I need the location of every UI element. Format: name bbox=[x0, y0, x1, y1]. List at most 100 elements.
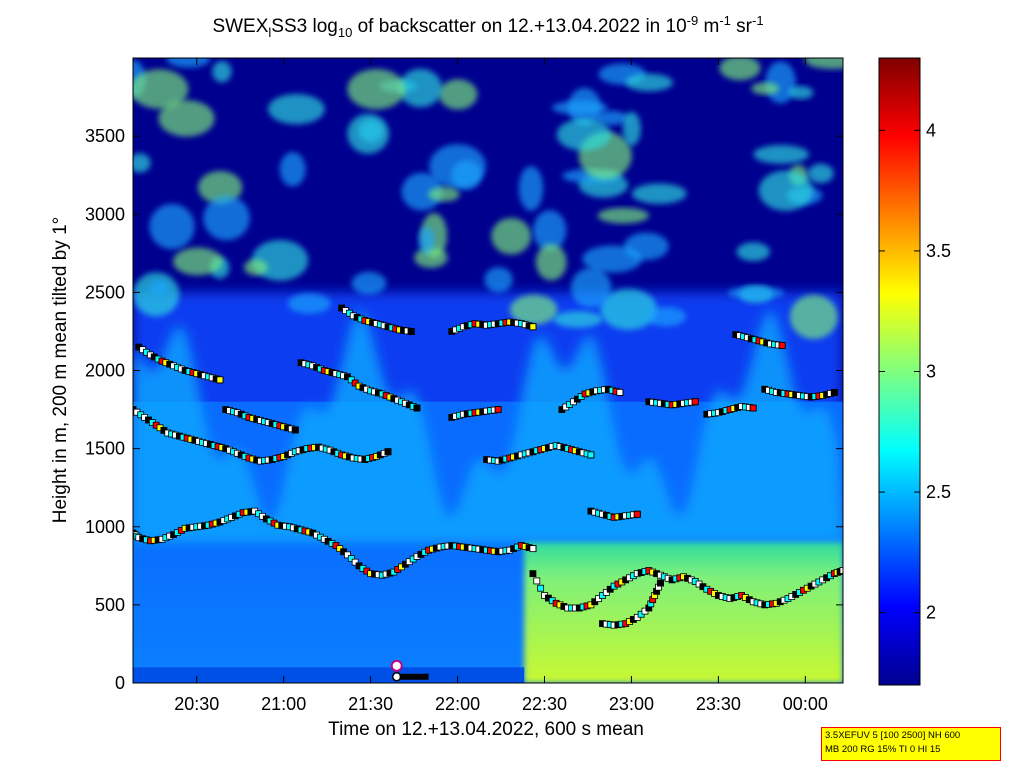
heat-cloud-patch bbox=[807, 163, 834, 184]
x-tick-label: 20:30 bbox=[174, 694, 219, 714]
y-axis: 0 500 1000 1500 2000 2500 3000 3500 bbox=[85, 126, 843, 693]
heat-cloud-patch bbox=[719, 58, 761, 81]
x-tick-label: 21:30 bbox=[348, 694, 393, 714]
x-tick-label: 23:00 bbox=[609, 694, 654, 714]
upper-layer-marker bbox=[216, 376, 224, 384]
x-tick-label: 22:30 bbox=[522, 694, 567, 714]
residual-layer-marker bbox=[839, 567, 843, 574]
heat-cloud-patch bbox=[553, 311, 603, 328]
heat-cloud-patch bbox=[203, 195, 250, 241]
heat-cloud-patch bbox=[158, 100, 215, 137]
y-tick-label: 2500 bbox=[85, 282, 125, 302]
heat-cloud-patch bbox=[491, 217, 532, 255]
y-tick-label: 0 bbox=[115, 673, 125, 693]
upper-layer-marker bbox=[830, 388, 838, 396]
x-axis-label: Time on 12.+13.04.2022, 600 s mean bbox=[328, 719, 644, 740]
heat-cloud-patch bbox=[287, 293, 331, 314]
x-axis: 20:30 21:00 21:30 22:00 22:30 23:00 23:30 00:00 bbox=[174, 58, 828, 714]
x-tick-label: 21:00 bbox=[261, 694, 306, 714]
x-tick-label: 22:00 bbox=[435, 694, 480, 714]
heat-ground-strip bbox=[133, 667, 525, 683]
y-tick-label: 2000 bbox=[85, 361, 125, 381]
heat-cloud-patch bbox=[133, 69, 189, 109]
heat-cloud-patch bbox=[484, 267, 513, 293]
info-line-1: 3.5XEFUV 5 [100 2500] NH 600 bbox=[825, 730, 961, 741]
heat-cloud-patch bbox=[428, 186, 460, 202]
heat-cloud-patch bbox=[751, 82, 780, 95]
upper-layer-marker bbox=[407, 328, 415, 335]
mixing-layer-marker bbox=[351, 558, 359, 566]
heat-cloud-patch bbox=[758, 170, 813, 211]
heat-cloud-patch bbox=[600, 288, 657, 330]
heat-cloud-patch bbox=[198, 170, 243, 204]
upper-layer-marker bbox=[529, 323, 537, 331]
upper-layer-marker bbox=[616, 388, 624, 396]
heat-cloud-patch bbox=[597, 207, 650, 224]
heat-cloud-patch bbox=[398, 68, 443, 108]
info-line-2: MB 200 RG 15% TI 0 HI 15 bbox=[825, 744, 941, 755]
heat-cloud-patch bbox=[418, 226, 435, 254]
y-axis-label: Height in m, 200 m mean tilted by 1° bbox=[50, 217, 71, 523]
heat-cloud-patch bbox=[552, 100, 608, 115]
heat-cloud-patch bbox=[173, 247, 223, 276]
colorbar-tick-label: 2 bbox=[926, 603, 936, 623]
colorbar-tick-label: 4 bbox=[926, 120, 936, 140]
heat-cloud-patch bbox=[631, 183, 687, 204]
mixing-layer-marker bbox=[344, 551, 351, 559]
residual-layer-marker bbox=[533, 577, 541, 585]
heat-cloud-patch bbox=[351, 271, 387, 295]
heat-cloud-patch bbox=[533, 210, 567, 251]
heat-cloud-patch bbox=[788, 86, 814, 100]
heat-cloud-patch bbox=[804, 58, 843, 70]
upper-layer-marker bbox=[691, 398, 699, 406]
x-tick-label: 23:30 bbox=[696, 694, 741, 714]
plot-area bbox=[133, 58, 843, 683]
colorbar-ticks: 2 2.5 3 3.5 4 bbox=[879, 120, 951, 623]
heat-cyan-band bbox=[133, 308, 843, 543]
heat-cloud-patch bbox=[438, 79, 478, 110]
colorbar-tick-label: 2.5 bbox=[926, 482, 951, 502]
colorbar-tick-label: 3.5 bbox=[926, 241, 951, 261]
x-tick-label: 00:00 bbox=[783, 694, 828, 714]
heat-cloud-patch bbox=[243, 259, 268, 276]
heat-cloud-patch bbox=[570, 267, 612, 308]
heat-cloud-patch bbox=[149, 203, 195, 250]
upper-layer-marker bbox=[778, 342, 786, 349]
heat-cloud-patch bbox=[510, 294, 558, 325]
ground-marker-circle bbox=[390, 659, 403, 672]
upper-layer-marker bbox=[384, 448, 392, 456]
heat-cloud-patch bbox=[753, 145, 810, 164]
ground-marker-bar bbox=[399, 673, 429, 680]
heat-cloud-patch bbox=[451, 160, 482, 190]
heat-cloud-patch bbox=[347, 113, 390, 154]
residual-layer-marker bbox=[529, 570, 537, 578]
second-layer-marker bbox=[657, 579, 664, 587]
mixing-layer-marker bbox=[347, 555, 355, 562]
heat-cloud-patch bbox=[789, 294, 838, 340]
heat-cloud-patch bbox=[166, 58, 211, 68]
residual-layer-marker bbox=[537, 584, 545, 592]
colorbar-tick-label: 3 bbox=[926, 362, 936, 382]
heat-cloud-patch bbox=[765, 61, 796, 104]
y-tick-label: 500 bbox=[95, 595, 125, 615]
upper-layer-marker bbox=[633, 510, 641, 518]
heat-cloud-patch bbox=[148, 279, 170, 296]
heat-cloud-patch bbox=[347, 69, 406, 110]
chart-title: SWEXlSS3 log10 of backscatter on 12.+13.… bbox=[212, 13, 763, 40]
colorbar: 2 2.5 3 3.5 4 bbox=[878, 57, 951, 686]
y-tick-label: 3500 bbox=[85, 126, 125, 146]
layer-markers bbox=[133, 304, 843, 682]
colorbar-gradient bbox=[878, 57, 921, 686]
ground-marker-circle bbox=[391, 672, 402, 682]
heat-cloud-patch bbox=[727, 286, 785, 299]
heat-cloud-patch bbox=[401, 172, 443, 211]
mixing-layer-marker bbox=[529, 545, 537, 553]
heat-cloud-patch bbox=[518, 166, 544, 211]
heat-cloud-patch bbox=[582, 245, 643, 273]
heat-cloud-patch bbox=[646, 307, 687, 327]
y-tick-label: 1000 bbox=[85, 517, 125, 537]
upper-layer-marker bbox=[587, 451, 595, 459]
upper-layer-marker bbox=[494, 406, 502, 413]
heat-cloud-patch bbox=[736, 242, 771, 262]
